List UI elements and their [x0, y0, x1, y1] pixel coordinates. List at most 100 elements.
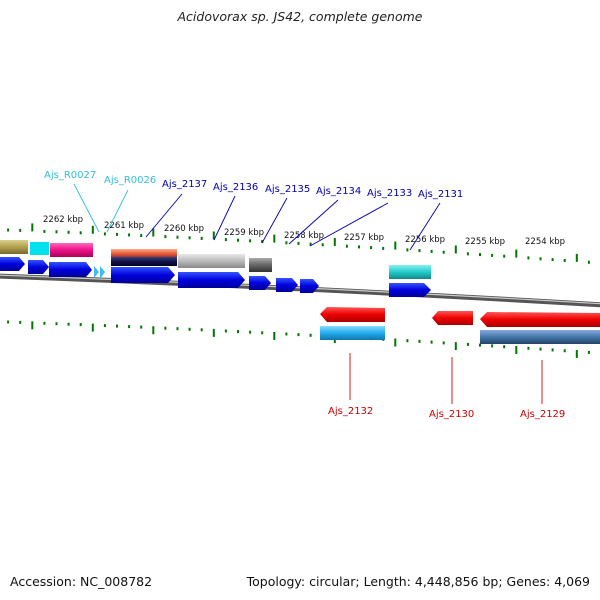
- gene-label-ajs-2129[interactable]: Ajs_2129: [520, 409, 565, 420]
- category-bar[interactable]: [320, 326, 385, 340]
- genome-summary-text: Topology: circular; Length: 4,448,856 bp…: [246, 574, 590, 589]
- minor-tick: [67, 322, 70, 326]
- minor-tick: [430, 249, 433, 253]
- minor-tick: [19, 320, 22, 324]
- minor-tick: [188, 236, 191, 240]
- minor-tick: [418, 249, 421, 253]
- reverse-gene-arrow[interactable]: [480, 312, 600, 327]
- ruler-labels: 2262 kbp 2261 kbp 2260 kbp 2259 kbp 2258…: [43, 215, 565, 247]
- trna-marker[interactable]: [94, 266, 99, 278]
- accession-text: Accession: NC_008782: [10, 574, 153, 589]
- major-tick: [91, 323, 94, 332]
- lower-gene-labels: Ajs_2132 Ajs_2130 Ajs_2129: [328, 406, 565, 420]
- gene-label-ajs-2134[interactable]: Ajs_2134: [316, 186, 361, 197]
- minor-tick: [309, 242, 312, 246]
- category-bar[interactable]: [178, 254, 245, 268]
- category-bar[interactable]: [111, 257, 177, 266]
- reverse-gene-arrow[interactable]: [320, 307, 385, 322]
- ruler-label-2258: 2258 kbp: [284, 231, 324, 241]
- upper-gene-labels: Ajs_R0027 Ajs_R0026 Ajs_2137 Ajs_2136 Aj…: [44, 170, 463, 200]
- minor-tick: [587, 350, 590, 354]
- minor-tick: [285, 332, 288, 336]
- major-tick: [31, 223, 34, 232]
- minor-tick: [79, 231, 82, 235]
- minor-tick: [406, 339, 409, 343]
- minor-tick: [466, 252, 469, 256]
- gene-label-ajs-r0026[interactable]: Ajs_R0026: [104, 175, 156, 186]
- minor-tick: [19, 228, 22, 232]
- category-bar[interactable]: [249, 258, 272, 272]
- minor-tick: [7, 320, 10, 324]
- minor-tick: [285, 241, 288, 245]
- gene-label-ajs-2136[interactable]: Ajs_2136: [213, 182, 258, 193]
- category-bars-lower: [320, 326, 600, 344]
- gene-label-ajs-2130[interactable]: Ajs_2130: [429, 409, 474, 420]
- forward-gene-arrow[interactable]: [49, 262, 92, 277]
- minor-tick: [67, 230, 70, 234]
- minor-tick: [7, 228, 10, 232]
- upper-tick-row: [7, 223, 590, 264]
- forward-gene-arrow[interactable]: [28, 260, 49, 274]
- minor-tick: [551, 348, 554, 352]
- forward-gene-arrow[interactable]: [111, 267, 175, 283]
- gene-label-ajs-r0027[interactable]: Ajs_R0027: [44, 170, 96, 181]
- minor-tick: [176, 327, 179, 331]
- minor-tick: [539, 347, 542, 351]
- forward-gene-arrow[interactable]: [249, 276, 271, 290]
- forward-gene-arrow[interactable]: [389, 283, 431, 297]
- category-bars-upper: [0, 240, 431, 279]
- category-bar[interactable]: [50, 243, 93, 257]
- reverse-gene-arrow[interactable]: [432, 311, 473, 325]
- gene-label-ajs-2137[interactable]: Ajs_2137: [162, 179, 207, 190]
- minor-tick: [442, 250, 445, 254]
- category-bar[interactable]: [30, 242, 49, 255]
- minor-tick: [466, 342, 469, 346]
- major-tick: [454, 245, 457, 254]
- category-bar[interactable]: [111, 249, 177, 257]
- minor-tick: [261, 240, 264, 243]
- major-tick: [152, 228, 155, 237]
- major-tick: [152, 326, 155, 335]
- forward-gene-arrow[interactable]: [300, 279, 319, 293]
- major-tick: [394, 338, 397, 347]
- forward-gene-arrow[interactable]: [0, 257, 25, 271]
- minor-tick: [249, 330, 252, 334]
- leader-lines: [73, 183, 543, 404]
- category-bar[interactable]: [0, 240, 28, 254]
- major-tick: [91, 225, 94, 234]
- category-bar[interactable]: [480, 330, 600, 344]
- gene-label-ajs-2132[interactable]: Ajs_2132: [328, 406, 373, 417]
- category-bar[interactable]: [389, 265, 431, 279]
- major-tick: [394, 241, 397, 250]
- minor-tick: [103, 324, 106, 328]
- gene-label-ajs-2135[interactable]: Ajs_2135: [265, 184, 310, 195]
- major-tick: [515, 346, 518, 354]
- minor-tick: [309, 333, 312, 337]
- minor-tick: [491, 253, 494, 257]
- minor-tick: [563, 259, 566, 262]
- minor-tick: [237, 238, 239, 242]
- minor-tick: [503, 345, 506, 349]
- ruler-label-2259: 2259 kbp: [224, 228, 264, 238]
- map-title: Acidovorax sp. JS42, complete genome: [177, 9, 423, 24]
- minor-tick: [370, 246, 373, 250]
- forward-gene-arrow[interactable]: [276, 278, 298, 292]
- ruler-label-2256: 2256 kbp: [405, 235, 445, 245]
- minor-tick: [176, 235, 179, 239]
- gene-label-ajs-2133[interactable]: Ajs_2133: [367, 188, 412, 199]
- minor-tick: [55, 322, 58, 326]
- minor-tick: [418, 339, 421, 343]
- minor-tick: [358, 245, 360, 249]
- major-tick: [273, 331, 276, 340]
- minor-tick: [503, 254, 506, 258]
- gene-label-ajs-2131[interactable]: Ajs_2131: [418, 189, 463, 200]
- ruler-label-2255: 2255 kbp: [465, 237, 505, 247]
- forward-gene-arrow[interactable]: [178, 272, 245, 288]
- trna-marker[interactable]: [100, 266, 105, 279]
- ruler-label-2260: 2260 kbp: [164, 224, 204, 234]
- ruler-label-2254: 2254 kbp: [525, 237, 565, 247]
- minor-tick: [563, 349, 566, 353]
- major-tick: [454, 342, 457, 351]
- minor-tick: [103, 232, 106, 236]
